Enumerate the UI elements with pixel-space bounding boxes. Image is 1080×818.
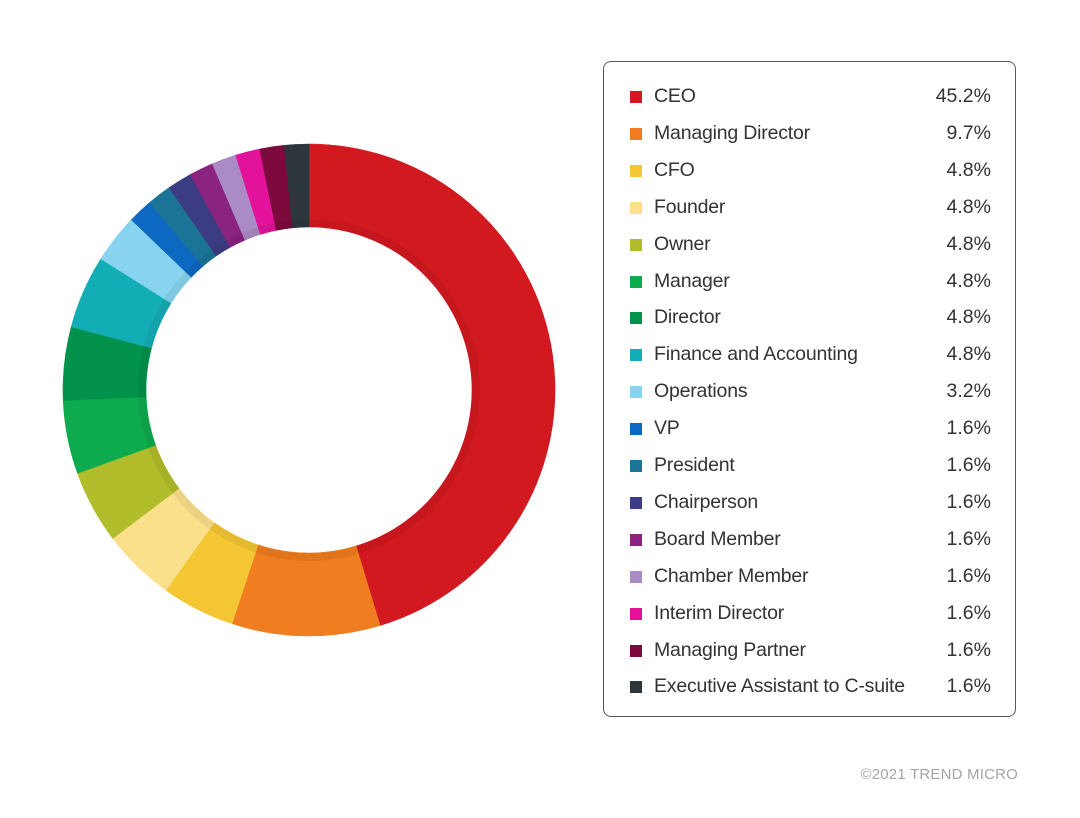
- legend-label: Finance and Accounting: [654, 343, 858, 366]
- legend-label: VP: [654, 417, 680, 440]
- legend-value: 45.2%: [935, 85, 991, 107]
- legend-swatch: [630, 91, 642, 103]
- legend-label: Board Member: [654, 527, 781, 550]
- legend-label: Managing Director: [654, 121, 810, 144]
- legend-value: 1.6%: [946, 527, 991, 550]
- legend-label: Chairperson: [654, 490, 759, 513]
- legend-value: 4.8%: [946, 158, 991, 181]
- legend-item: Managing Partner 1.6%: [604, 633, 1015, 670]
- legend-value: 4.8%: [946, 195, 991, 218]
- legend-swatch: [630, 460, 642, 472]
- legend-swatch: [630, 496, 642, 509]
- legend-label: Manager: [654, 269, 730, 292]
- legend-value: 1.6%: [946, 454, 991, 476]
- legend-swatch: [630, 238, 642, 251]
- legend-item: VP 1.6%: [604, 411, 1015, 448]
- legend-label: President: [654, 454, 735, 476]
- legend-swatch: [630, 127, 642, 140]
- legend-item: President 1.6%: [604, 448, 1015, 485]
- legend-label: CEO: [654, 85, 696, 107]
- legend-label: Founder: [654, 195, 726, 218]
- legend-value: 4.8%: [946, 306, 991, 329]
- legend-item: CEO 45.2%: [604, 79, 1015, 116]
- legend-value: 1.6%: [946, 675, 991, 698]
- legend-item: Owner 4.8%: [604, 227, 1015, 264]
- legend-value: 4.8%: [946, 269, 991, 292]
- legend-value: 1.6%: [946, 601, 991, 624]
- legend-label: Executive Assistant to C-suite: [654, 675, 905, 698]
- legend-value: 1.6%: [946, 490, 991, 513]
- legend-value: 3.2%: [946, 380, 991, 403]
- legend-swatch: [630, 607, 642, 620]
- legend-item: Board Member 1.6%: [604, 522, 1015, 559]
- donut-chart: [62, 143, 556, 637]
- legend-item: CFO 4.8%: [604, 153, 1015, 190]
- donut-slice-ceo: [308, 143, 556, 626]
- legend-item: Executive Assistant to C-suite 1.6%: [604, 669, 1015, 706]
- legend-item: Managing Director 9.7%: [604, 116, 1015, 153]
- legend-item: Chairperson 1.6%: [604, 485, 1015, 522]
- legend-item: Founder 4.8%: [604, 190, 1015, 227]
- copyright-text: ©2021 TREND MICRO: [860, 766, 1018, 783]
- legend-swatch: [630, 570, 642, 583]
- legend-value: 4.8%: [946, 232, 991, 255]
- donut-slice-executive-assistant-to-c-suite: [283, 143, 310, 229]
- legend-value: 9.7%: [946, 121, 991, 144]
- legend-swatch: [630, 201, 642, 214]
- legend-swatch: [630, 644, 642, 657]
- legend-label: Interim Director: [654, 601, 785, 624]
- legend-swatch: [630, 386, 642, 399]
- legend-label: Owner: [654, 232, 711, 255]
- legend-swatch: [630, 533, 642, 546]
- legend: CEO 45.2% Managing Director 9.7% CFO 4.8% Foun…: [603, 61, 1016, 717]
- legend-swatch: [630, 681, 642, 694]
- legend-item: Director 4.8%: [604, 300, 1015, 337]
- legend-swatch: [630, 275, 642, 288]
- legend-label: CFO: [654, 158, 695, 181]
- donut-inner-shade: [138, 219, 480, 561]
- legend-label: Managing Partner: [654, 638, 806, 661]
- legend-item: Finance and Accounting 4.8%: [604, 337, 1015, 374]
- legend-swatch: [630, 423, 642, 436]
- legend-label: Chamber Member: [654, 564, 809, 587]
- legend-label: Operations: [654, 380, 748, 403]
- legend-label: Director: [654, 306, 721, 329]
- legend-value: 4.8%: [946, 343, 991, 366]
- legend-swatch: [630, 312, 642, 325]
- legend-swatch: [630, 164, 642, 177]
- legend-value: 1.6%: [946, 638, 991, 661]
- legend-value: 1.6%: [946, 417, 991, 440]
- legend-item: Interim Director 1.6%: [604, 596, 1015, 633]
- legend-swatch: [630, 349, 642, 362]
- legend-value: 1.6%: [946, 564, 991, 587]
- legend-item: Chamber Member 1.6%: [604, 559, 1015, 596]
- legend-item: Manager 4.8%: [604, 264, 1015, 301]
- legend-item: Operations 3.2%: [604, 374, 1015, 411]
